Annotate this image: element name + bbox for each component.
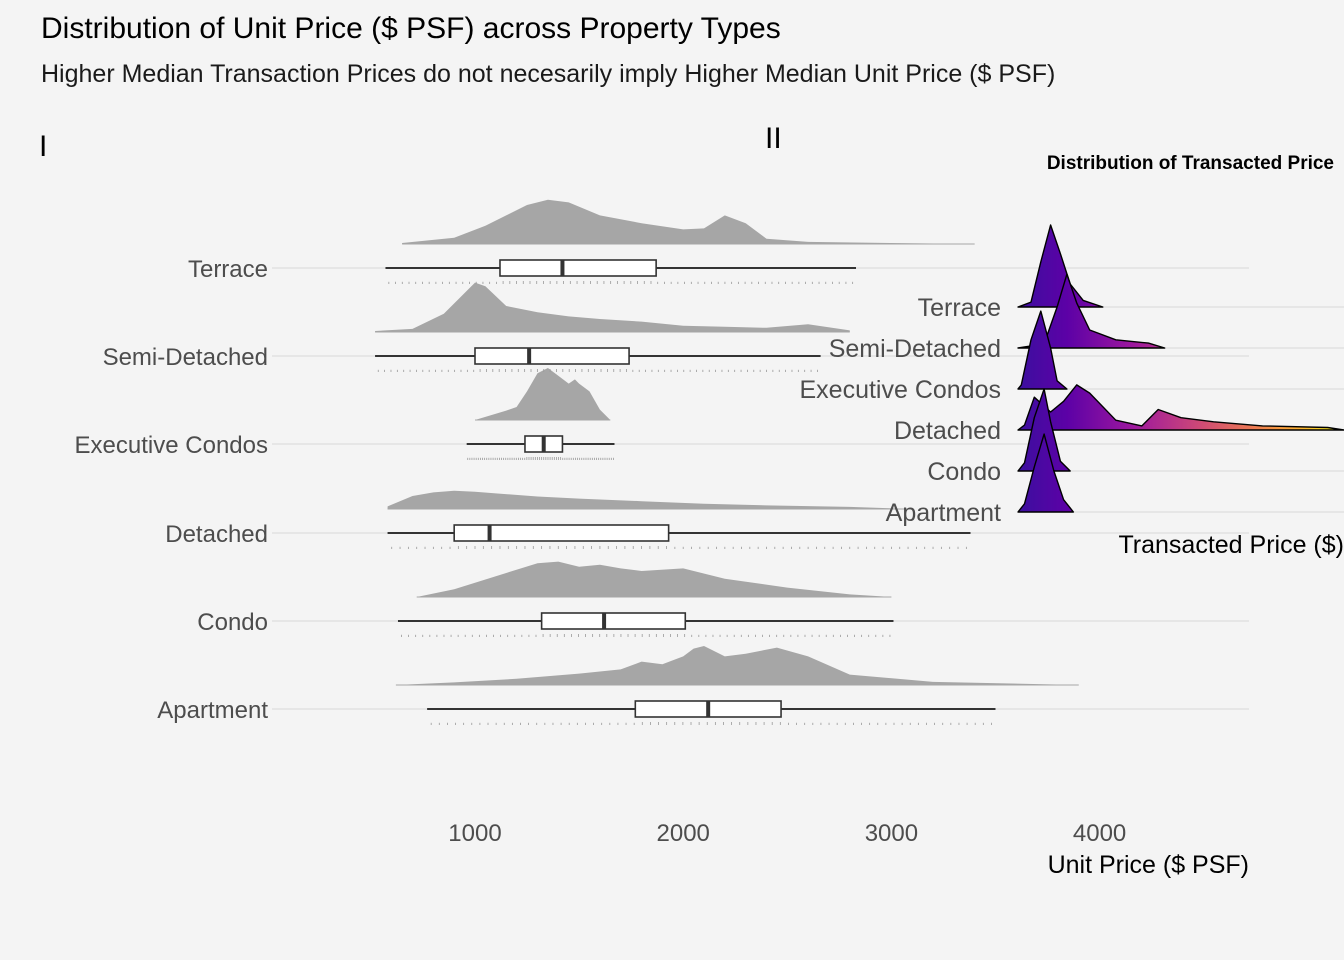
inset-category-label-condo: Condo: [927, 458, 1001, 486]
inset-category-label-terrace: Terrace: [918, 294, 1001, 322]
x-axis-title: Unit Price ($ PSF): [1048, 851, 1249, 879]
ridge-detached: [1017, 384, 1344, 431]
density-apartment: [395, 646, 1079, 685]
category-label-terrace: Terrace: [188, 256, 268, 283]
inset-category-label-detached: Detached: [894, 417, 1001, 445]
inset-x-axis-title: Transacted Price ($): [1118, 531, 1344, 559]
inset-title: Distribution of Transacted Price: [1047, 153, 1334, 174]
ridge-condo: [1017, 388, 1071, 472]
ridge-apartment: [1017, 433, 1075, 513]
x-tick-label: 1000: [448, 820, 501, 847]
x-tick-label: 3000: [865, 820, 918, 847]
main-panel: Terrace Semi-Detached Executive Condos Deta…: [75, 199, 1249, 879]
panel-tag-i: I: [39, 130, 48, 163]
density-detached: [387, 490, 913, 509]
panel-tag-ii: II: [765, 122, 782, 155]
box-terrace: [499, 259, 657, 277]
ridge-terrace: [1017, 224, 1104, 308]
chart-title: Distribution of Unit Price ($ PSF) acros…: [41, 12, 781, 45]
x-tick-label: 4000: [1073, 820, 1126, 847]
density-condo: [416, 561, 892, 597]
category-label-semi-detached: Semi-Detached: [103, 344, 268, 371]
chart-subtitle: Higher Median Transaction Prices do not …: [41, 60, 1056, 88]
category-label-apartment: Apartment: [157, 697, 268, 724]
ridge-executive-condos: [1017, 310, 1068, 390]
category-label-detached: Detached: [165, 521, 268, 548]
density-semi-detached: [375, 282, 850, 332]
box-semi-detached: [474, 347, 630, 365]
x-tick-label: 2000: [657, 820, 710, 847]
category-label-executive-condos: Executive Condos: [75, 432, 268, 459]
inset-category-label-apartment: Apartment: [886, 499, 1001, 527]
box-detached: [453, 524, 670, 542]
ridge-semi-detached: [1017, 273, 1166, 349]
density-executive-condos: [475, 368, 611, 420]
category-label-condo: Condo: [197, 609, 268, 636]
inset-category-label-executive-condos: Executive Condos: [799, 376, 1001, 404]
inset-category-label-semi-detached: Semi-Detached: [829, 335, 1001, 363]
box-condo: [540, 612, 687, 630]
inset-panel: Distribution of Transacted Price Terrace S…: [799, 153, 1344, 559]
density-terrace: [402, 199, 975, 244]
